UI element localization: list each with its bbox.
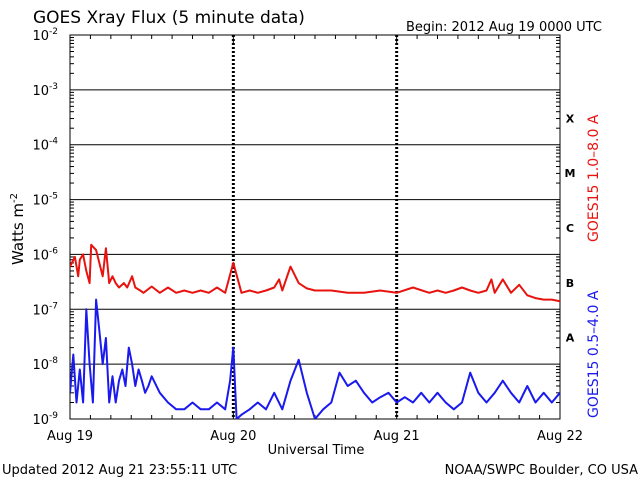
x-tick-label: Aug 21 (374, 429, 420, 444)
y-tick-label: 10-3 (32, 82, 58, 99)
plot-frame (69, 34, 561, 420)
x-tick-label: Aug 20 (210, 429, 256, 444)
chart-title: GOES Xray Flux (5 minute data) (33, 8, 305, 28)
y-tick-label: 10-8 (32, 356, 58, 373)
flare-class-B: B (566, 277, 574, 290)
y-axis-label: Watts m-2 (9, 193, 27, 265)
y-tick-label: 10-6 (32, 246, 58, 263)
flare-class-X: X (566, 112, 575, 125)
x-tick-label: Aug 19 (47, 429, 93, 444)
credit-footer: NOAA/SWPC Boulder, CO USA (445, 463, 638, 478)
flare-class-M: M (565, 167, 576, 180)
y-tick-label: 10-7 (32, 301, 58, 318)
flare-class-A: A (566, 332, 575, 345)
flare-class-C: C (566, 222, 574, 235)
y-tick-label: 10-9 (32, 411, 58, 428)
y-tick-label: 10-4 (32, 137, 58, 154)
begin-label: Begin: 2012 Aug 19 0000 UTC (406, 20, 602, 35)
y-tick-label: 10-2 (32, 27, 58, 44)
x-tick-label: Aug 22 (537, 429, 583, 444)
legend-series-red: GOES15 1.0–8.0 A (586, 114, 602, 242)
series-line-1 (70, 298, 560, 419)
updated-footer: Updated 2012 Aug 21 23:55:11 UTC (2, 463, 237, 478)
legend-series-blue: GOES15 0.5–4.0 A (586, 290, 602, 418)
y-tick-label: 10-5 (32, 192, 58, 209)
x-axis-label: Universal Time (268, 443, 365, 458)
series-line-0 (70, 243, 560, 303)
